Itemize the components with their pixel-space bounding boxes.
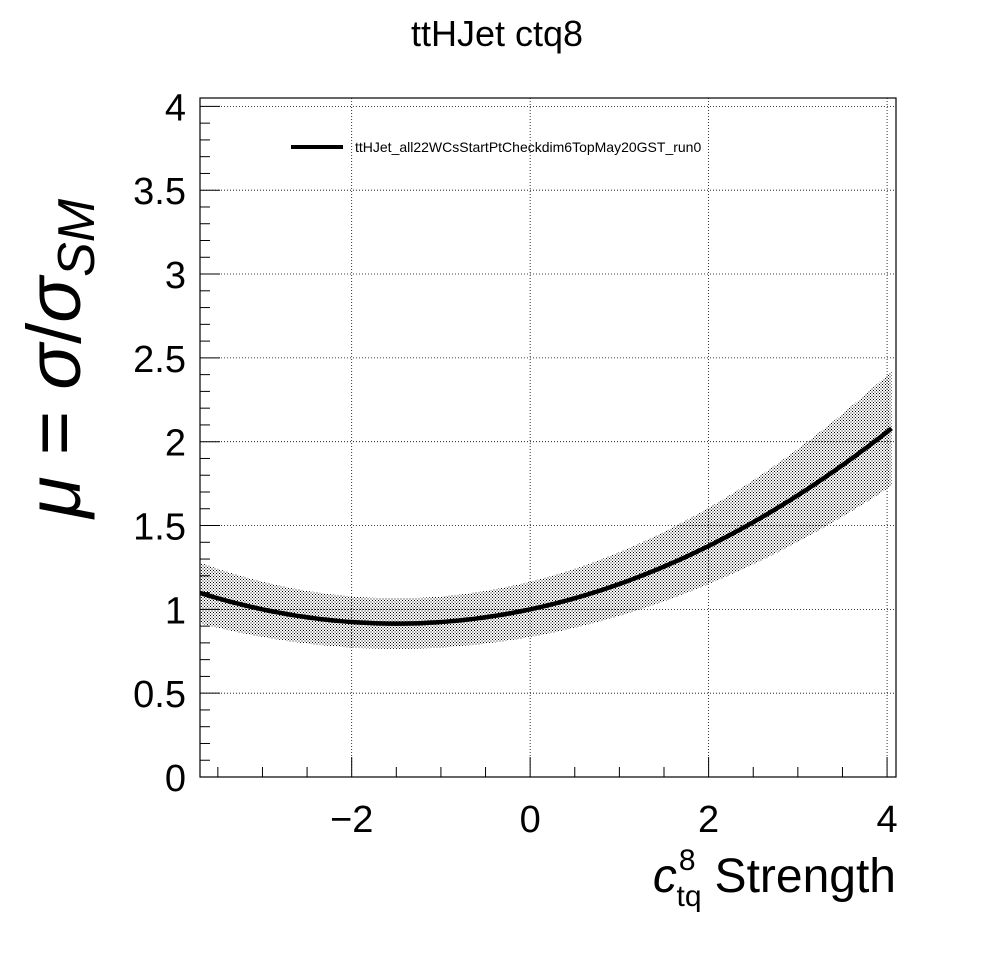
- series-line: [199, 426, 893, 626]
- grid: [200, 98, 896, 777]
- x-tick-labels: −2 0 2 4: [330, 799, 898, 841]
- y-tick-label: 2: [165, 423, 186, 465]
- x-axis-title: c8 tq Strength: [653, 844, 896, 913]
- y-axis-mu: μ: [12, 476, 97, 520]
- x-axis-symbol: c: [653, 850, 677, 903]
- chart-title: ttHJet ctq8: [411, 13, 583, 54]
- y-axis-slash: /: [12, 322, 97, 344]
- x-tick-label: 2: [698, 799, 719, 841]
- x-tick-label: 4: [877, 799, 898, 841]
- legend-label: ttHJet_all22WCsStartPtCheckdim6TopMay20G…: [355, 139, 701, 155]
- x-tick-label: −2: [330, 799, 373, 841]
- y-tick-label: 1: [165, 590, 186, 632]
- x-axis-sub: tq: [677, 880, 702, 913]
- y-tick-label: 2.5: [133, 339, 186, 381]
- y-tick-label: 3: [165, 255, 186, 297]
- axis-ticks: [200, 105, 888, 778]
- y-tick-label: 4: [165, 87, 186, 129]
- y-axis-sigma: σ: [12, 341, 97, 390]
- y-tick-label: 0.5: [133, 674, 186, 716]
- svg-text:μ = σ/σSM: μ = σ/σSM: [12, 198, 106, 520]
- y-tick-label: 3.5: [133, 171, 186, 213]
- y-tick-label: 0: [165, 758, 186, 800]
- x-axis-sup: 8: [679, 844, 696, 877]
- x-axis-text: Strength: [715, 850, 896, 903]
- y-axis-sub: SM: [48, 198, 106, 277]
- y-axis-sigma2: σ: [12, 274, 97, 323]
- uncertainty-band: [200, 370, 892, 649]
- legend: ttHJet_all22WCsStartPtCheckdim6TopMay20G…: [291, 139, 701, 155]
- x-tick-label: 0: [520, 799, 541, 841]
- y-tick-labels: 0 0.5 1 1.5 2 2.5 3 3.5 4: [133, 87, 186, 800]
- y-axis-eq: =: [12, 390, 97, 477]
- y-tick-label: 1.5: [133, 507, 186, 549]
- plot-frame: [199, 97, 897, 778]
- y-axis-title: μ = σ/σSM: [12, 198, 106, 520]
